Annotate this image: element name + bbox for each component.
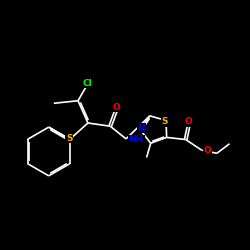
Text: S: S bbox=[162, 117, 168, 126]
Text: O: O bbox=[203, 146, 211, 154]
Text: S: S bbox=[66, 134, 73, 143]
Text: O: O bbox=[113, 102, 120, 112]
Text: NH: NH bbox=[128, 136, 144, 144]
Text: O: O bbox=[185, 117, 193, 126]
Text: N: N bbox=[138, 124, 145, 133]
Text: Cl: Cl bbox=[82, 78, 92, 88]
